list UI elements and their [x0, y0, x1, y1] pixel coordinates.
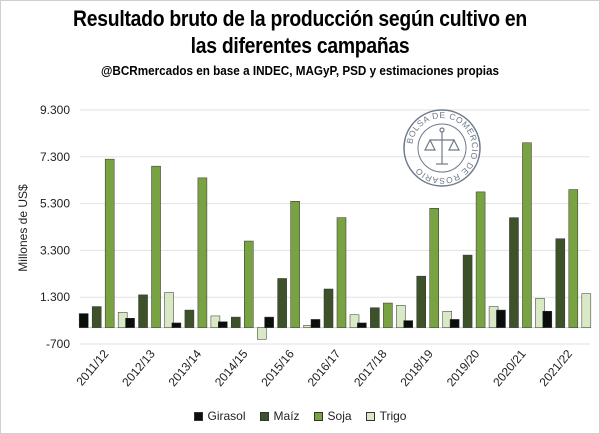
legend-label: Trigo [379, 409, 407, 423]
bar-ma-z-2014-15 [231, 316, 241, 328]
legend: Girasol Maíz Soja Trigo [0, 409, 600, 423]
bar-soja-2021-22 [568, 189, 579, 328]
legend-item-ma-z: Maíz [259, 409, 300, 423]
bar-soja-2019-20 [475, 191, 486, 328]
bar-trigo-2016-17 [349, 314, 360, 328]
x-tick-label: 2017/18 [351, 347, 390, 389]
bar-girasol-2013-14 [171, 322, 182, 328]
bar-trigo-2021-22 [581, 293, 592, 328]
bar-ma-z-2021-22 [555, 238, 566, 328]
bar-trigo-2014-15 [257, 327, 267, 340]
x-tick-label: 2014/15 [212, 347, 251, 389]
legend-swatch [313, 411, 323, 421]
chart-title-line1: Resultado bruto de la producción según c… [73, 6, 527, 31]
bar-ma-z-2016-17 [323, 288, 334, 328]
bar-girasol-2018-19 [403, 320, 413, 328]
bar-ma-z-2020-21 [509, 217, 519, 328]
y-axis-ticks: -700 1.300 3.300 5.300 7.300 9.300 [40, 103, 70, 351]
y-tick-label: 1.300 [40, 290, 70, 304]
x-tick-label: 2021/22 [537, 347, 576, 389]
bar-soja-2011-12 [104, 158, 115, 328]
legend-swatch [365, 411, 375, 421]
bar-soja-2015-16 [290, 201, 300, 328]
bar-girasol-2020-21 [496, 309, 506, 328]
bar-soja-2016-17 [336, 217, 347, 328]
x-tick-label: 2018/19 [397, 347, 436, 389]
x-axis-ticks: 2011/12 2012/13 2013/14 2014/15 2015/16 2016/… [73, 347, 575, 389]
bar-soja-2012-13 [151, 165, 161, 328]
bar-ma-z-2015-16 [277, 278, 287, 328]
y-axis-label: Millones de US$ [16, 184, 30, 272]
bar-trigo-2017-18 [396, 305, 406, 328]
x-tick-label: 2013/14 [166, 347, 205, 389]
x-tick-label: 2020/21 [490, 347, 529, 389]
legend-item-girasol: Girasol [193, 409, 246, 423]
bar-ma-z-2012-13 [138, 294, 148, 328]
bcr-seal-logo: BOLSA DE COMERCIO DE ROSARIO [403, 109, 481, 187]
x-tick-label: 2011/12 [73, 347, 111, 389]
bar-ma-z-2019-20 [462, 254, 473, 328]
legend-swatch [259, 411, 269, 421]
bar-ma-z-2017-18 [370, 307, 380, 328]
y-tick-label: 3.300 [40, 243, 70, 257]
legend-item-soja: Soja [313, 409, 352, 423]
bar-ma-z-2013-14 [184, 309, 195, 328]
legend-label: Soja [327, 409, 352, 423]
x-tick-label: 2012/13 [119, 347, 158, 389]
bar-ma-z-2011-12 [91, 306, 102, 328]
bar-girasol-2012-13 [125, 318, 135, 328]
bar-soja-2014-15 [244, 240, 254, 328]
x-tick-label: 2016/17 [305, 347, 344, 389]
bar-girasol-2015-16 [264, 316, 274, 328]
x-tick-label: 2015/16 [258, 347, 297, 389]
y-tick-label: 5.300 [40, 197, 70, 211]
y-tick-label: 7.300 [40, 150, 70, 164]
bar-girasol-2016-17 [310, 319, 321, 328]
bar-soja-2017-18 [383, 302, 393, 328]
bar-girasol-2011-12 [78, 313, 89, 328]
legend-label: Maíz [273, 409, 300, 423]
bars [78, 142, 592, 340]
bar-trigo-2012-13 [164, 292, 174, 328]
legend-item-trigo: Trigo [365, 409, 407, 423]
bar-soja-2018-19 [429, 208, 439, 328]
chart-title-line2: las diferentes campañas [190, 33, 410, 58]
bar-soja-2020-21 [522, 142, 532, 328]
y-tick-label: -700 [46, 337, 70, 351]
bar-ma-z-2018-19 [416, 275, 426, 328]
bar-soja-2013-14 [197, 177, 208, 328]
bar-girasol-2019-20 [449, 319, 460, 328]
legend-swatch [193, 411, 203, 421]
y-tick-label: 9.300 [40, 103, 70, 117]
chart-subtitle: @BCRmercados en base a INDEC, MAGyP, PSD… [100, 63, 500, 78]
bar-girasol-2021-22 [542, 310, 553, 328]
bar-girasol-2017-18 [357, 322, 367, 328]
bar-girasol-2014-15 [218, 321, 228, 328]
legend-label: Girasol [207, 409, 246, 423]
x-tick-label: 2019/20 [444, 347, 483, 389]
